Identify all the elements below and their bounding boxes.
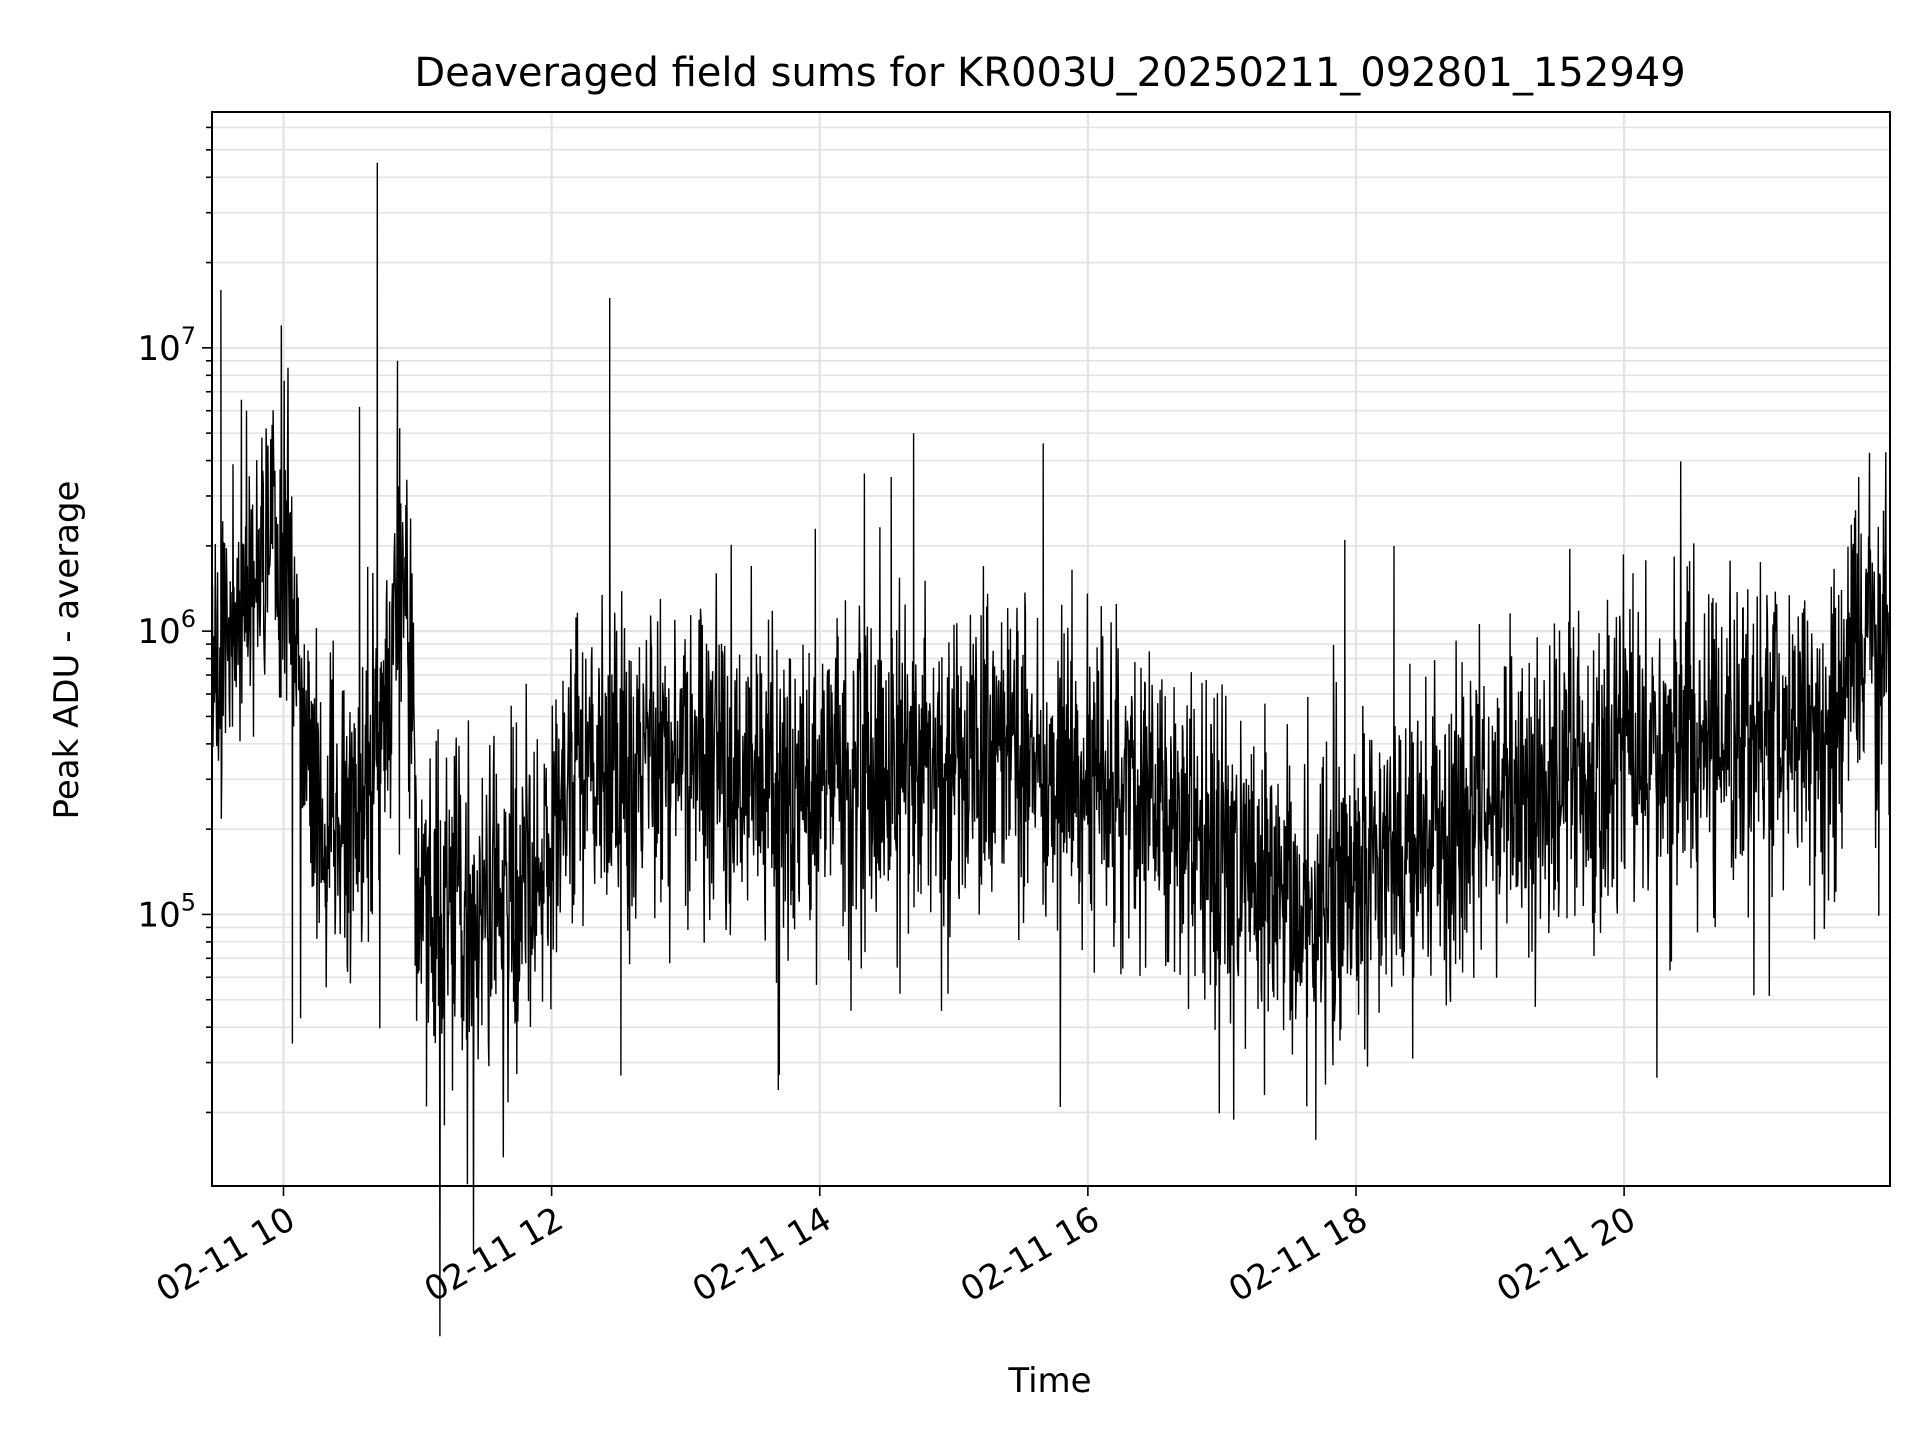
y-axis-label: Peak ADU - average (47, 481, 87, 820)
x-axis-label: Time (1007, 1361, 1091, 1401)
y-tick-label: 106 (137, 605, 196, 652)
chart-title: Deaveraged field sums for KR003U_2025021… (414, 50, 1685, 96)
plot-area-frame (211, 111, 1891, 1187)
data-series (211, 162, 1891, 1337)
y-tick-label: 105 (137, 888, 196, 935)
series-line-0 (211, 162, 1891, 1337)
y-tick-label: 107 (137, 322, 196, 369)
